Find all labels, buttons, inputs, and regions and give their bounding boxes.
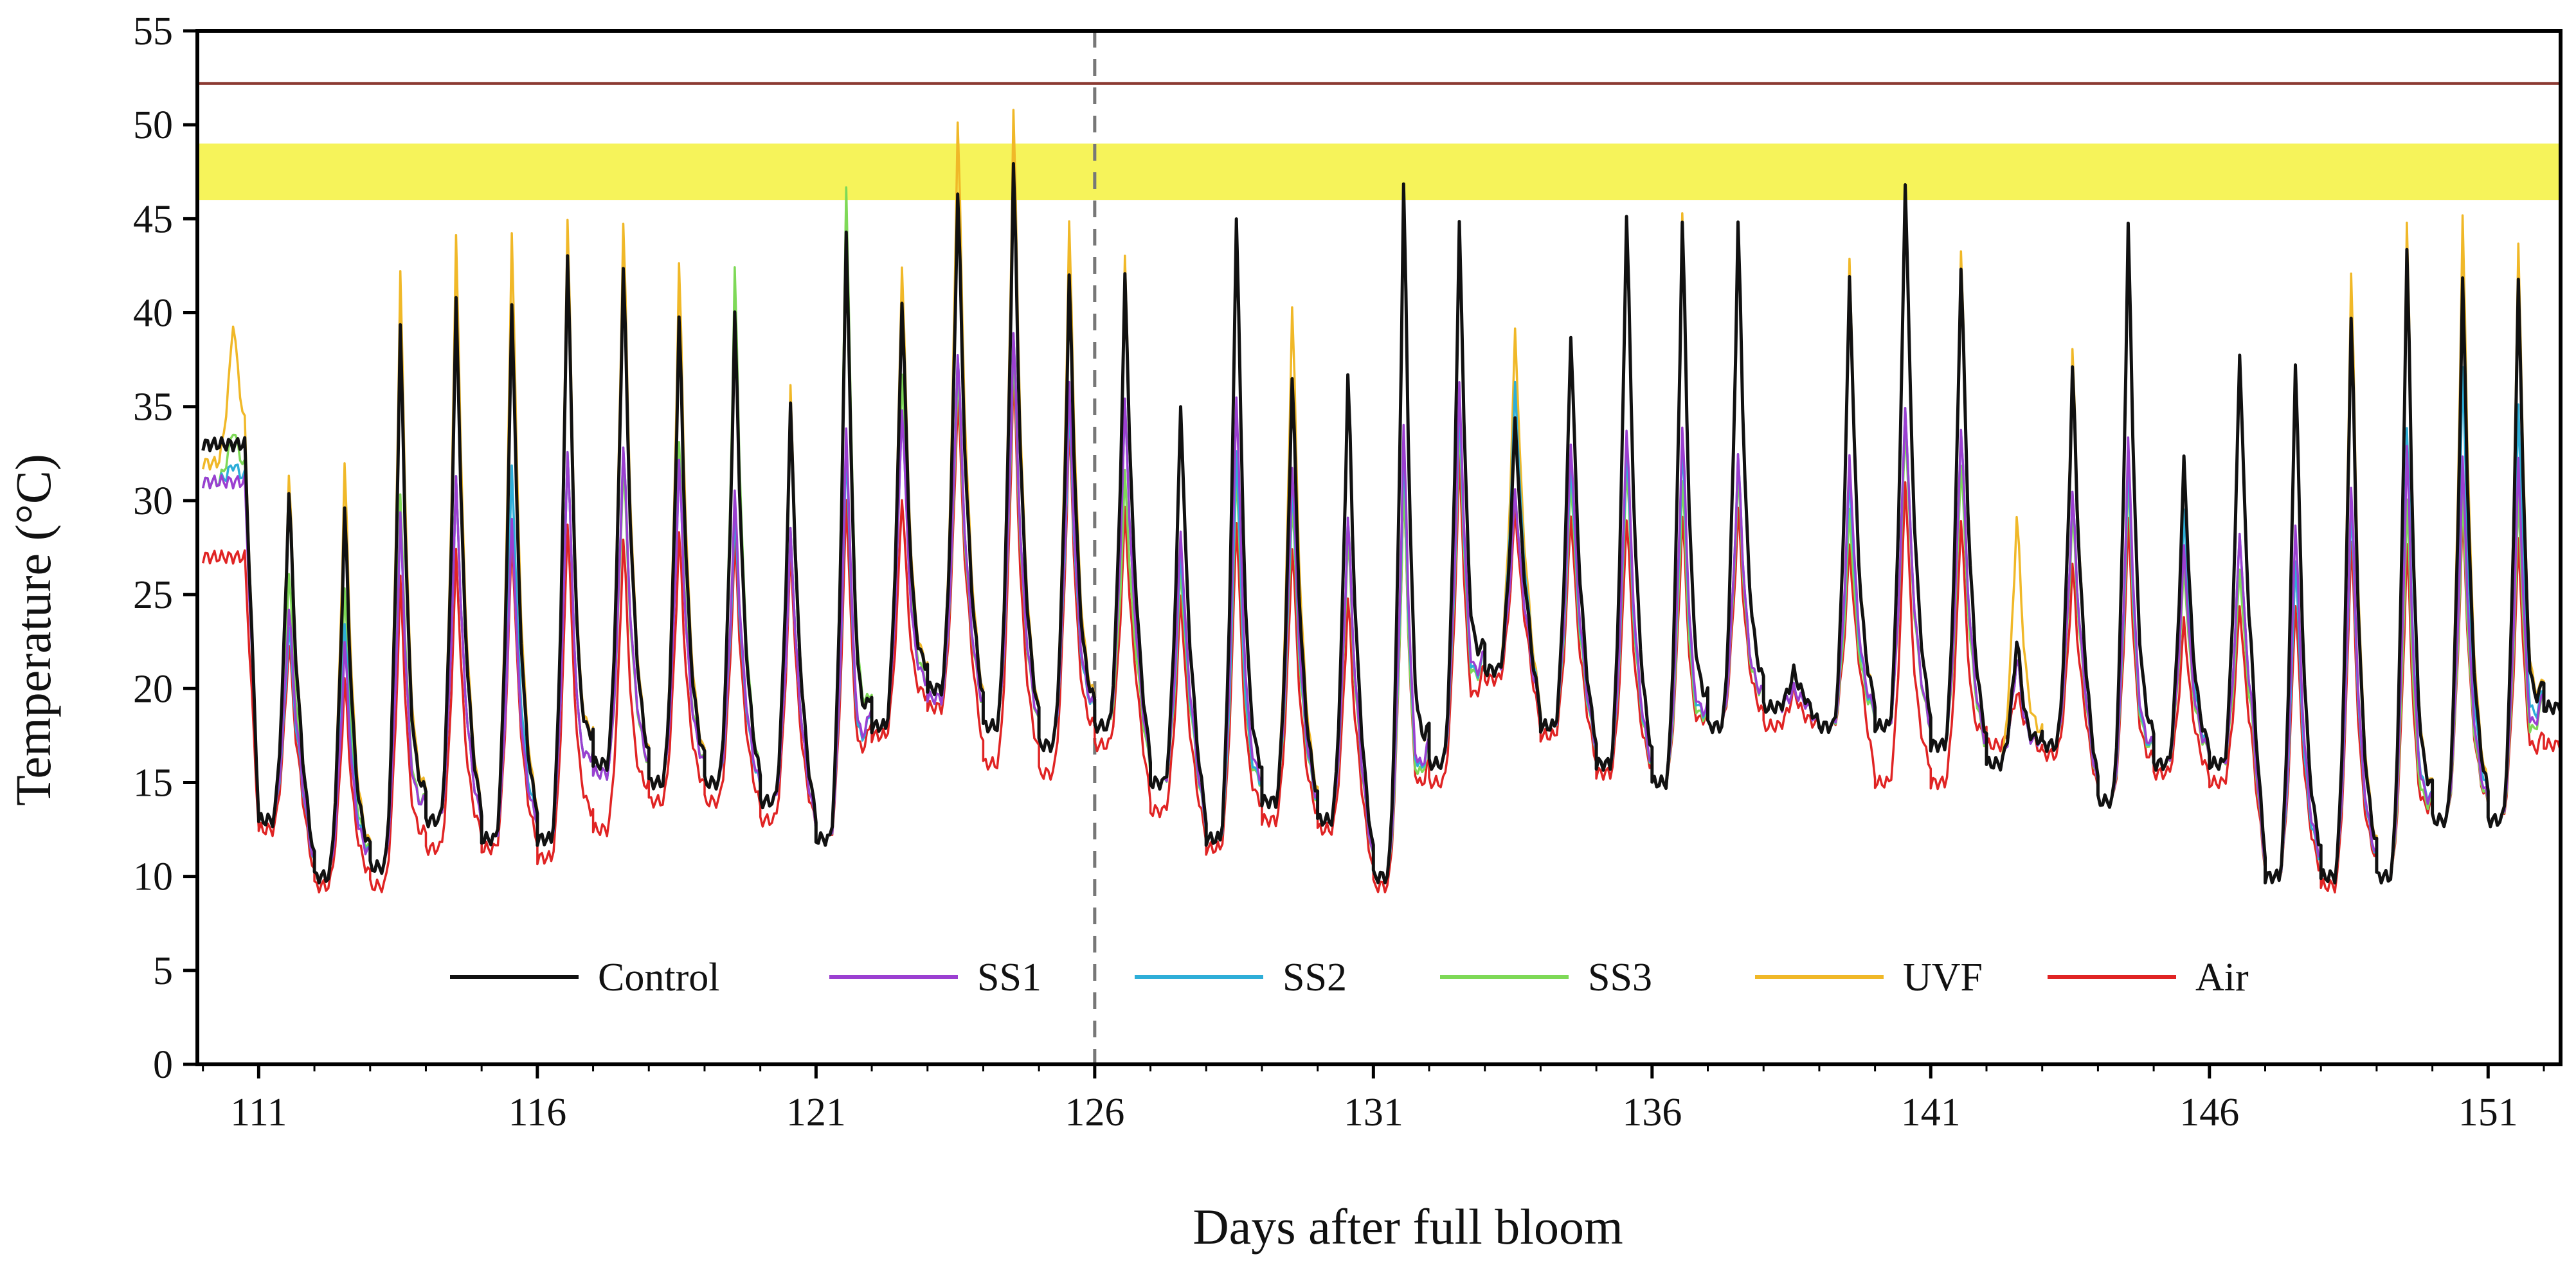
x-tick-label: 151	[2458, 1091, 2518, 1134]
series-layer	[201, 109, 2562, 894]
legend: Control SS1 SS2 SS3 UVF Air	[450, 956, 2249, 999]
highlight-band	[197, 143, 2561, 201]
legend-item-uvf: UVF	[1755, 956, 1983, 999]
y-tick-label: 35	[133, 386, 173, 429]
x-tick-label: 136	[1622, 1091, 1682, 1134]
legend-label-uvf: UVF	[1903, 956, 1983, 999]
y-tick-label: 55	[133, 10, 173, 53]
y-tick-label: 0	[153, 1043, 173, 1087]
y-tick-label: 40	[133, 292, 173, 335]
y-tick-label: 20	[133, 667, 173, 711]
legend-label-ss3: SS3	[1588, 956, 1652, 999]
y-tick-label: 25	[133, 573, 173, 617]
x-tick-label: 141	[1901, 1091, 1961, 1134]
legend-item-ss1: SS1	[829, 956, 1041, 999]
x-tick-label: 121	[786, 1091, 846, 1134]
y-tick-label: 10	[133, 855, 173, 899]
legend-item-control: Control	[450, 956, 719, 999]
x-tick-label: 146	[2179, 1091, 2239, 1134]
y-tick-label: 45	[133, 197, 173, 241]
x-axis-title: Days after full bloom	[1193, 1199, 1623, 1255]
y-tick-label: 15	[133, 761, 173, 805]
legend-item-ss3: SS3	[1440, 956, 1652, 999]
series-line-air	[201, 370, 2561, 894]
y-tick-label: 5	[153, 949, 173, 993]
y-tick-label: 50	[133, 103, 173, 147]
y-tick-label: 30	[133, 479, 173, 523]
y-axis-title: Temperature (°C)	[5, 454, 61, 806]
legend-label-ss1: SS1	[977, 956, 1041, 999]
legend-label-control: Control	[598, 956, 719, 999]
legend-item-ss2: SS2	[1135, 956, 1347, 999]
x-tick-label: 111	[230, 1091, 287, 1134]
x-tick-label: 126	[1065, 1091, 1124, 1134]
x-tick-label: 116	[509, 1091, 567, 1134]
series-line-control	[201, 162, 2562, 885]
highlight-band-layer	[197, 143, 2561, 201]
plot-frame	[195, 29, 2562, 1066]
legend-item-air: Air	[2048, 956, 2249, 999]
legend-label-ss2: SS2	[1283, 956, 1347, 999]
axes-layer: 0 5 10 15 20 25 30 35 40 45 50 55 111 116 121 126 131 136…	[133, 10, 2562, 1134]
legend-label-air: Air	[2195, 956, 2249, 999]
x-tick-label: 131	[1344, 1091, 1403, 1134]
